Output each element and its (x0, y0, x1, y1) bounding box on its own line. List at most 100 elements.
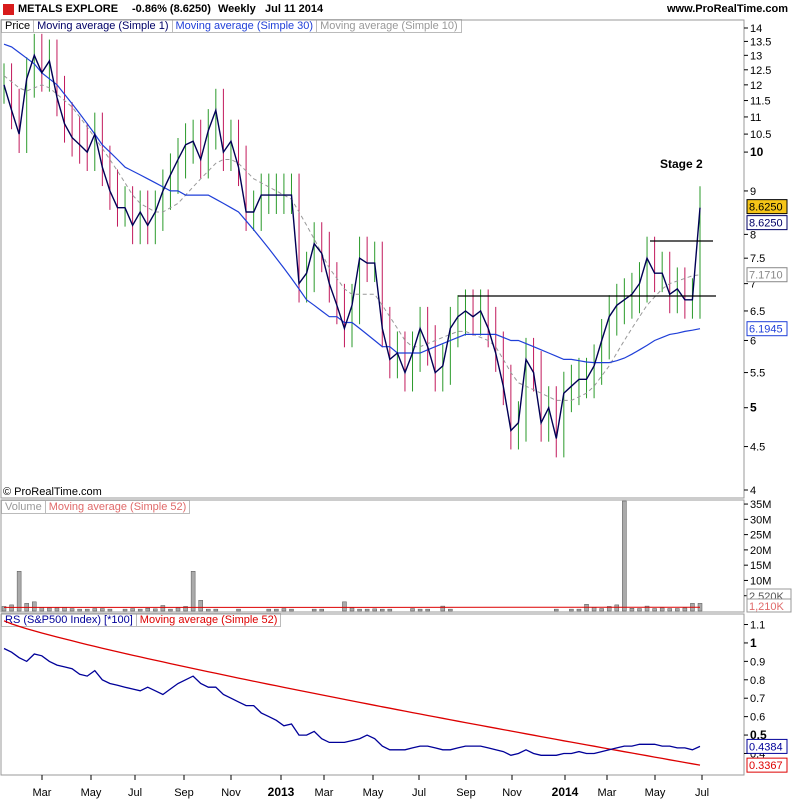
price-value-label: 7.1710 (749, 270, 783, 282)
price-y-tick-label: 13 (750, 50, 762, 62)
price-y-tick-label: 13.5 (750, 36, 771, 48)
volume-bar (281, 608, 287, 612)
rs-value-label-box (746, 738, 788, 754)
volume-bar (675, 608, 680, 612)
rs-panel-legend: RS (S&P500 Index) [*100] Moving average (… (1, 613, 282, 627)
price-y-tick-label: 10 (750, 145, 764, 159)
volume-bar (69, 608, 75, 612)
price-panel-legend: Price Moving average (Simple 1) Moving ave… (1, 19, 462, 33)
price-value-label: 6.1945 (749, 324, 783, 336)
x-axis-label: Jul (128, 787, 142, 799)
price-y-tick-label: 10.5 (750, 129, 771, 141)
volume-bar (637, 608, 642, 612)
legend-volume[interactable]: Volume (1, 500, 46, 514)
volume-bar (206, 608, 211, 612)
volume-bar (599, 608, 604, 612)
x-axis-label: Jul (695, 787, 709, 799)
rs-panel (0, 613, 745, 776)
volume-value-label-box (746, 598, 792, 613)
price-y-tick-label: 12.5 (750, 65, 771, 77)
volume-bar (160, 605, 166, 612)
volume-bar (122, 608, 128, 612)
volume-bar (153, 608, 158, 612)
rs-line (3, 647, 701, 756)
instrument-title[interactable]: METALS EXPLORE (18, 3, 119, 15)
volume-bar (448, 608, 453, 612)
volume-y-tick-label: 20M (750, 545, 771, 557)
volume-bar (659, 607, 665, 612)
volume-bar (213, 608, 219, 612)
x-axis-label: May (81, 787, 102, 799)
price-y-tick-label: 6.5 (750, 306, 765, 318)
stage-annotation: Stage 2 (660, 157, 703, 171)
volume-bar (380, 608, 385, 612)
legend-ma30[interactable]: Moving average (Simple 30) (171, 19, 318, 33)
price-value-label-box (746, 267, 788, 283)
price-y-tick-label: 9 (750, 186, 756, 198)
volume-bar (644, 605, 650, 612)
price-panel (0, 19, 745, 499)
volume-panel (0, 499, 745, 613)
rs-y-tick-label: 0.7 (750, 693, 765, 705)
volume-bar (425, 608, 430, 612)
volume-bar (554, 608, 559, 612)
volume-bar (236, 608, 241, 612)
period-selector[interactable]: Weekly (218, 3, 256, 15)
volume-bar (614, 604, 620, 612)
x-axis-label: May (363, 787, 384, 799)
legend-volume-ma[interactable]: Moving average (Simple 52) (44, 500, 191, 514)
volume-bar (349, 607, 355, 612)
price-y-tick-label: 4 (750, 485, 756, 497)
rs-y-tick-label: 0.5 (750, 728, 767, 742)
rs-ma-line (3, 620, 701, 766)
legend-rs[interactable]: RS (S&P500 Index) [*100] (1, 613, 137, 627)
price-y-tick-label: 7 (750, 279, 756, 291)
volume-bar (54, 607, 60, 612)
volume-bar (190, 571, 196, 612)
price-value-label-box (746, 199, 788, 215)
chart-date: Jul 11 2014 (265, 3, 324, 15)
price-value-label: 8.6250 (749, 218, 783, 230)
price-y-tick-label: 5 (750, 401, 757, 415)
volume-y-tick-label: 30M (750, 514, 771, 526)
volume-bar (289, 608, 294, 612)
app-icon[interactable] (3, 4, 14, 15)
volume-y-tick-label: 10M (750, 575, 771, 587)
volume-bar (629, 608, 635, 612)
volume-bar (62, 607, 67, 612)
rs-y-tick-label: 0.6 (750, 712, 765, 724)
legend-ma10[interactable]: Moving average (Simple 10) (316, 19, 462, 33)
volume-y-tick-label: 15M (750, 560, 771, 572)
volume-bar (1, 606, 7, 612)
rs-value-label: 0.4384 (749, 741, 783, 753)
x-axis-label: Mar (33, 787, 52, 799)
volume-bar (32, 601, 37, 612)
volume-bar (364, 608, 370, 612)
volume-bar (622, 500, 627, 612)
rs-y-tick-label: 1.1 (750, 620, 765, 632)
chart-header: METALS EXPLORE -0.86% (8.6250) Weekly Ju… (0, 0, 800, 20)
price-change: -0.86% (8.6250) (132, 3, 211, 15)
legend-ma1[interactable]: Moving average (Simple 1) (33, 19, 173, 33)
x-axis-label: Sep (456, 787, 476, 799)
volume-bar (652, 608, 657, 612)
site-url[interactable]: www.ProRealTime.com (666, 3, 788, 15)
volume-bar (417, 608, 423, 612)
volume-bar (576, 608, 582, 612)
volume-bar (357, 608, 362, 612)
volume-bar (145, 608, 150, 612)
legend-price[interactable]: Price (1, 19, 35, 33)
volume-bar (168, 608, 173, 612)
price-y-tick-label: 6 (750, 335, 756, 347)
x-axis-label: Jul (412, 787, 426, 799)
volume-bar (77, 608, 82, 612)
price-y-tick-label: 14 (750, 23, 762, 35)
x-axis-label: Mar (598, 787, 617, 799)
rs-value-label-box (746, 757, 788, 773)
volume-bar (410, 608, 415, 612)
volume-bar (667, 608, 672, 612)
volume-bar (606, 606, 612, 612)
legend-rs-ma[interactable]: Moving average (Simple 52) (135, 613, 282, 627)
ma10-line (3, 75, 701, 401)
